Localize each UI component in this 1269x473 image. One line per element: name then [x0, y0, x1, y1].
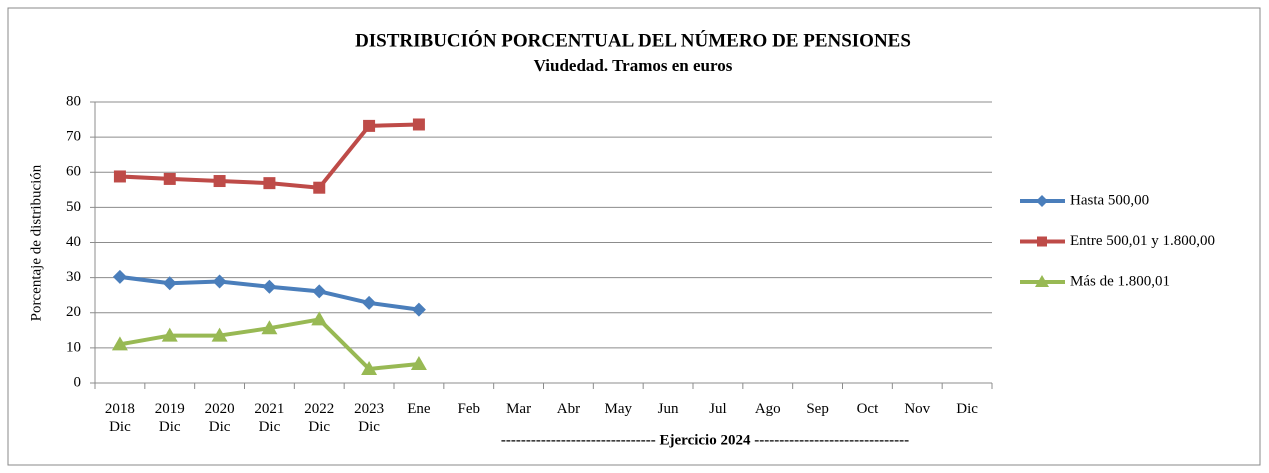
y-tick-label: 70: [66, 129, 81, 145]
marker: [213, 175, 226, 188]
x-tick-label-line: Ago: [755, 401, 781, 417]
marker: [361, 360, 378, 375]
x-annotation: ------------------------------- Ejercici…: [501, 432, 909, 448]
marker: [410, 356, 427, 371]
x-tick-label-line: 2021: [254, 401, 284, 417]
marker: [262, 279, 277, 294]
x-tick-label: Abr: [557, 401, 580, 417]
x-tick-label-line: Jun: [658, 401, 679, 417]
x-tick-label-line: Dic: [209, 419, 231, 435]
x-tick-label: May: [605, 401, 633, 417]
x-tick-label-line: 2020: [205, 401, 235, 417]
marker: [263, 177, 276, 190]
x-tick-label-line: Oct: [857, 401, 879, 417]
x-tick-label: 2022 Dic: [304, 401, 334, 435]
x-tick-label-line: Dic: [358, 419, 380, 435]
x-tick-label-line: Dic: [308, 419, 330, 435]
x-tick-label-line: Feb: [458, 401, 481, 417]
marker: [162, 276, 177, 291]
x-tick-label: 2021 Dic: [254, 401, 284, 435]
y-tick-label: 0: [74, 374, 82, 390]
x-tick-label-line: Dic: [259, 419, 281, 435]
x-tick-label: Sep: [806, 401, 829, 417]
x-tick-label: Jul: [709, 401, 727, 417]
chart-frame: [7, 7, 1261, 466]
x-tick-label: 2023 Dic: [354, 401, 384, 435]
y-tick-label: 80: [66, 93, 81, 109]
marker: [412, 118, 425, 131]
x-tick-label-line: Abr: [557, 401, 580, 417]
chart-title: DISTRIBUCIÓN PORCENTUAL DEL NÚMERO DE PE…: [355, 29, 911, 51]
x-tick-label-line: Mar: [506, 401, 531, 417]
x-tick-label: Jun: [658, 401, 679, 417]
marker: [261, 320, 278, 335]
marker: [112, 269, 127, 284]
legend-label: Hasta 500,00: [1070, 192, 1149, 208]
x-tick-label: 2018 Dic: [105, 401, 135, 435]
x-tick-label: 2020 Dic: [205, 401, 235, 435]
legend-label: Entre 500,01 y 1.800,00: [1070, 233, 1215, 249]
x-tick-label: Ago: [755, 401, 781, 417]
marker: [212, 274, 227, 289]
marker: [113, 170, 126, 183]
legend-marker: [1035, 275, 1049, 287]
x-tick-label-line: Ene: [407, 401, 431, 417]
y-tick-label: 10: [66, 339, 81, 355]
x-tick-label-line: Dic: [159, 419, 181, 435]
x-tick-label-line: Nov: [904, 401, 930, 417]
x-tick-label: 2019 Dic: [155, 401, 185, 435]
x-tick-label: Dic: [956, 401, 978, 417]
marker: [313, 181, 326, 194]
x-tick-label: Ene: [407, 401, 431, 417]
x-tick-label-line: Dic: [956, 401, 978, 417]
x-tick-label-line: 2022: [304, 401, 334, 417]
marker: [111, 336, 128, 351]
x-tick-label-line: Jul: [709, 401, 727, 417]
x-tick-label: Feb: [458, 401, 481, 417]
x-tick-label-line: 2023: [354, 401, 384, 417]
marker: [311, 311, 328, 326]
y-tick-label: 20: [66, 304, 81, 320]
y-tick-label: 40: [66, 234, 81, 250]
legend-label: Más de 1.800,01: [1070, 273, 1170, 289]
x-tick-label-line: May: [605, 401, 633, 417]
y-tick-label: 30: [66, 269, 81, 285]
x-tick-label-line: 2018: [105, 401, 135, 417]
legend-marker: [1037, 236, 1047, 247]
marker: [411, 302, 426, 317]
y-tick-label: 60: [66, 164, 81, 180]
chart-subtitle: Viudedad. Tramos en euros: [534, 56, 733, 75]
marker: [362, 295, 377, 310]
marker: [163, 172, 176, 185]
x-tick-label-line: Dic: [109, 419, 131, 435]
x-tick-label: Nov: [904, 401, 930, 417]
y-tick-label: 50: [66, 199, 81, 215]
x-tick-label: Oct: [857, 401, 879, 417]
marker: [312, 284, 327, 299]
x-tick-label-line: Sep: [806, 401, 829, 417]
x-tick-label: Mar: [506, 401, 531, 417]
marker: [363, 119, 376, 132]
x-tick-label-line: 2019: [155, 401, 185, 417]
marker: [161, 327, 178, 342]
legend-marker: [1036, 195, 1048, 207]
marker: [211, 327, 228, 342]
y-axis-label: Porcentaje de distribución: [28, 164, 44, 321]
